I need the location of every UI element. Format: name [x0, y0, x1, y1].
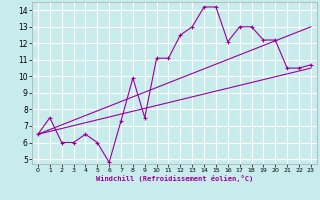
X-axis label: Windchill (Refroidissement éolien,°C): Windchill (Refroidissement éolien,°C)	[96, 175, 253, 182]
